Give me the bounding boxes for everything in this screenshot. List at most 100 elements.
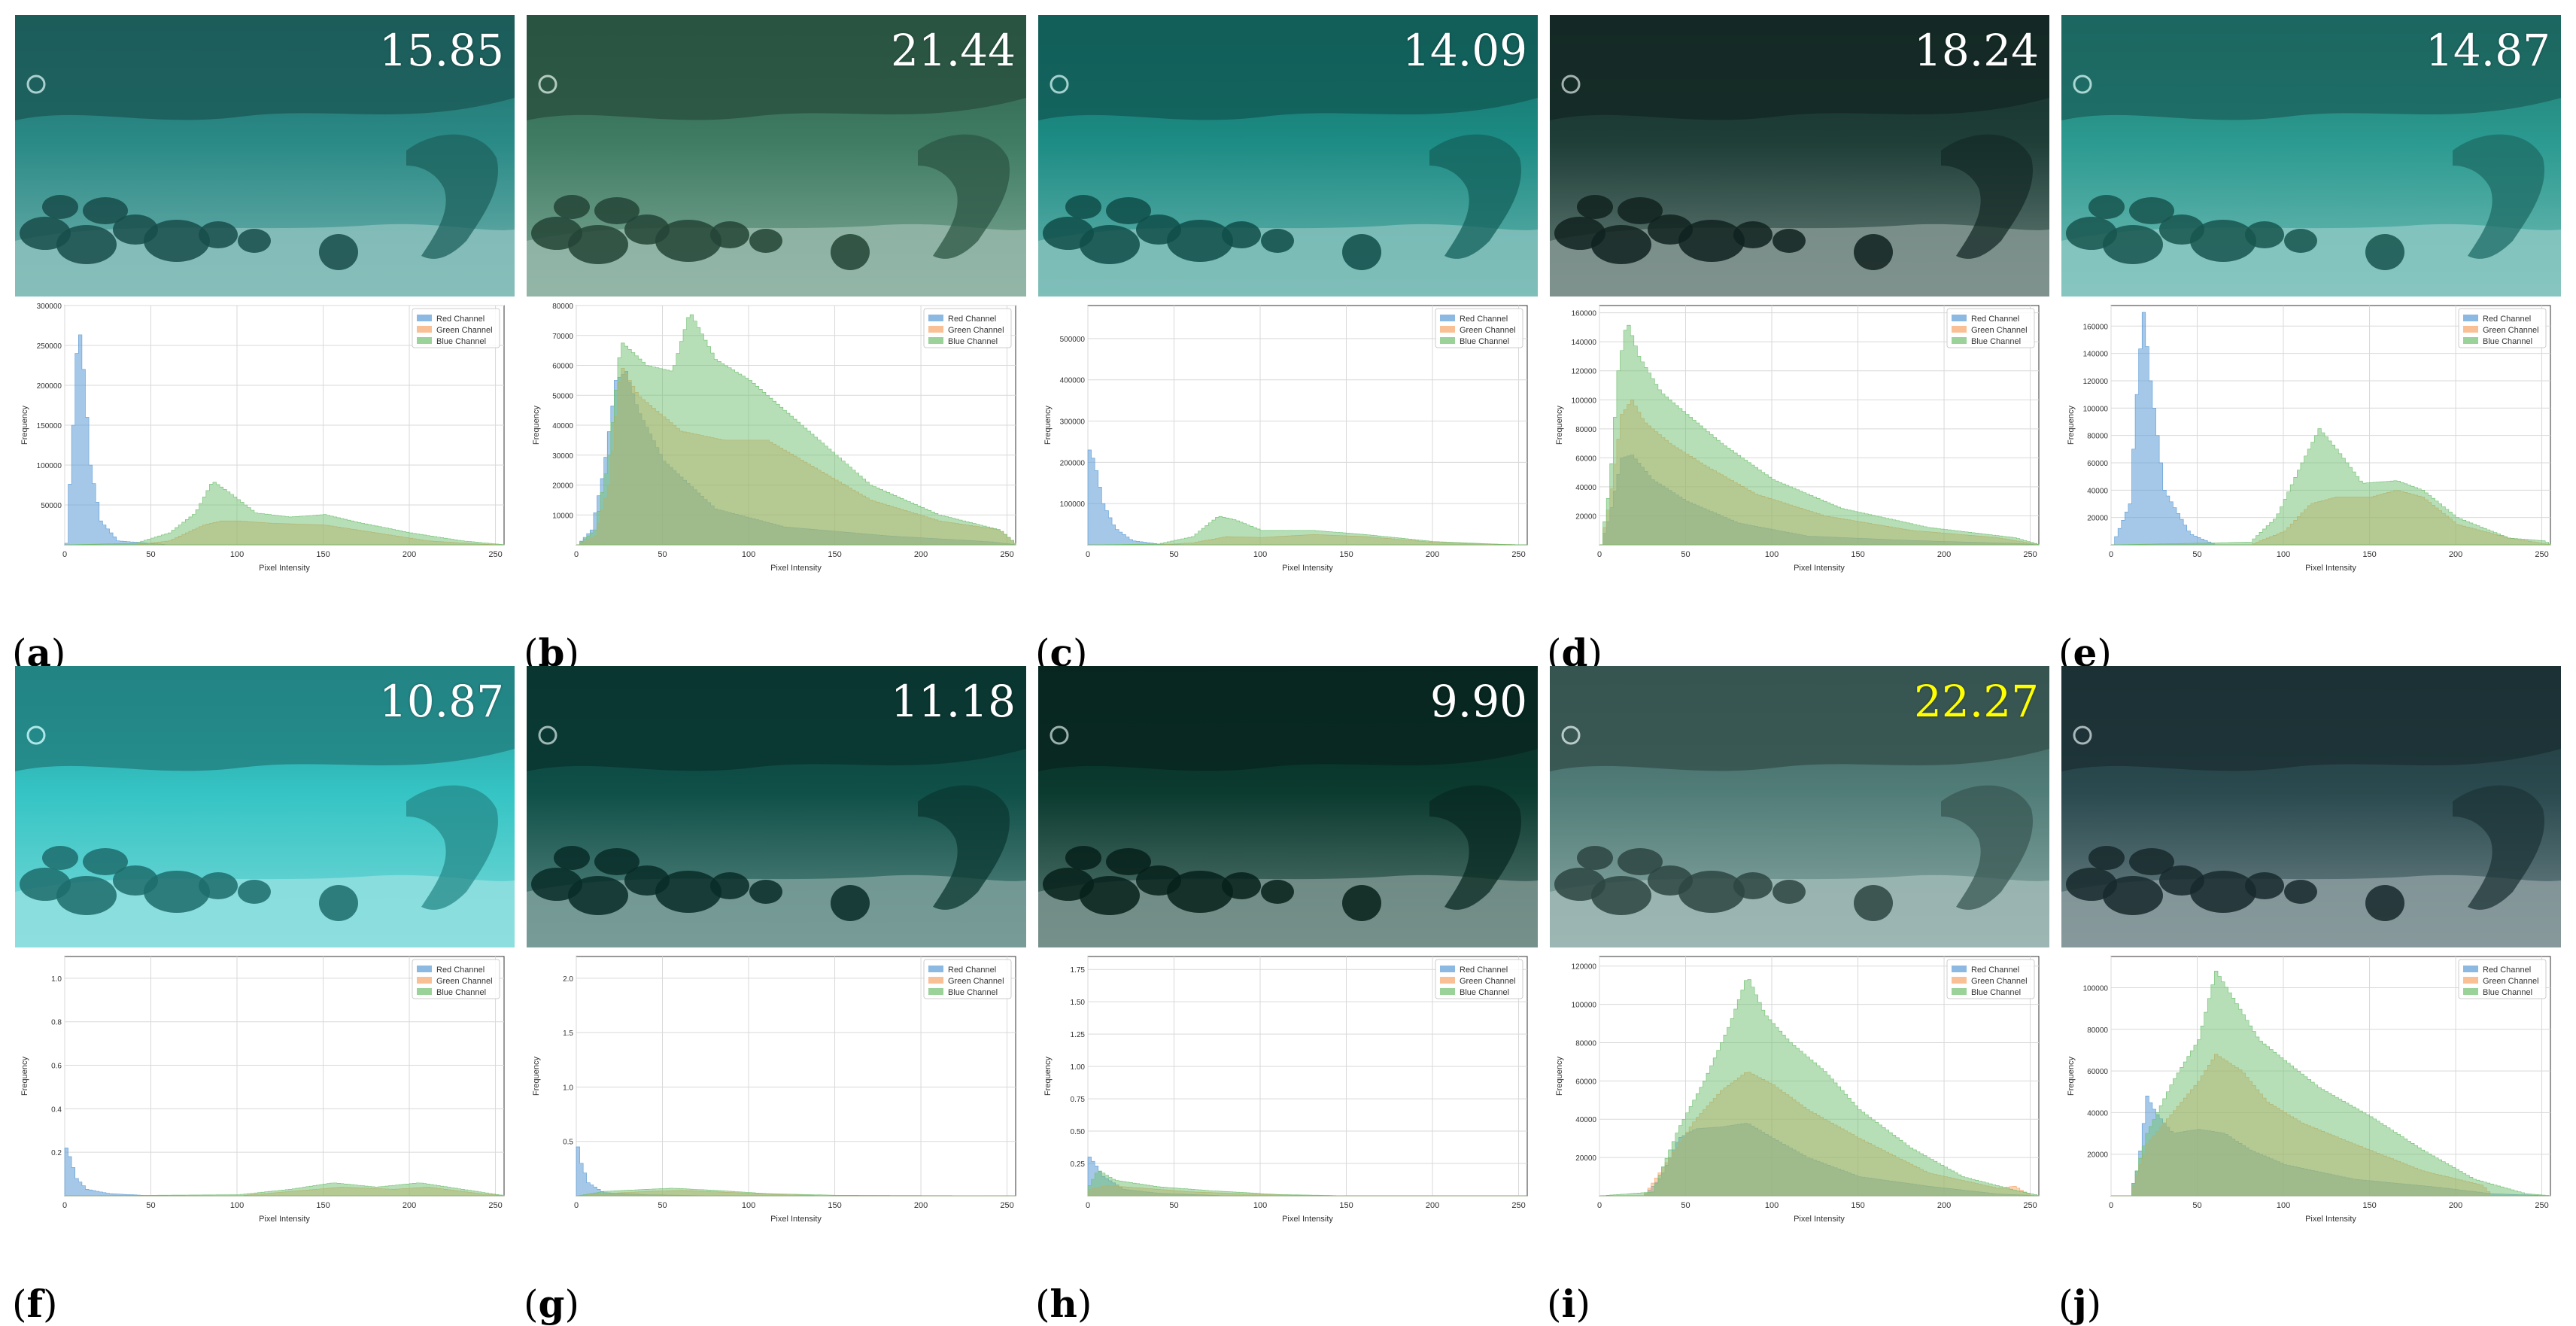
rock — [1773, 229, 1806, 253]
rock-ceiling — [1550, 15, 2049, 120]
y-tick-label: 60000 — [1575, 455, 1596, 463]
legend-label: Green Channel — [948, 977, 1004, 986]
x-tick-label: 0 — [574, 1201, 579, 1210]
y-tick-label: 0.75 — [1071, 1096, 1086, 1104]
y-tick-label: 120000 — [2083, 378, 2109, 386]
y-tick-label: 1.75 — [1071, 966, 1086, 975]
histogram-chart: 0 50 100 150 200 250 100000 200000 300000 400000 5… — [1038, 297, 1538, 592]
legend-swatch — [417, 988, 432, 995]
rock — [1261, 229, 1294, 253]
x-tick-label: 200 — [2449, 550, 2462, 559]
x-tick-label: 100 — [1253, 550, 1267, 559]
rock — [594, 197, 639, 224]
legend-label: Blue Channel — [2483, 988, 2532, 997]
rock — [831, 885, 870, 921]
legend-swatch — [2463, 337, 2478, 344]
rock-ceiling — [1038, 666, 1538, 771]
y-tick-label: 0.6 — [51, 1063, 62, 1071]
rock — [568, 876, 628, 915]
y-tick-label: 2.0 — [563, 975, 573, 984]
bubble — [26, 725, 46, 745]
rock-ceiling — [1038, 15, 1538, 120]
y-tick-label: 140000 — [1572, 339, 1597, 347]
rock-ceiling — [15, 666, 515, 771]
histogram-chart: 0 50 100 150 200 250 20000 40000 60000 80000 10000… — [1550, 947, 2049, 1242]
eel-shape — [1429, 785, 1521, 910]
y-tick-label: 500000 — [1060, 336, 1086, 344]
rock-ceiling — [1550, 666, 2049, 771]
y-tick-label: 160000 — [1572, 310, 1597, 318]
x-tick-label: 200 — [914, 1201, 928, 1210]
eel-shape — [406, 134, 498, 259]
underwater-image — [1550, 15, 2049, 297]
underwater-image — [2061, 15, 2561, 297]
rock — [199, 221, 238, 248]
x-tick-label: 0 — [2109, 550, 2113, 559]
x-tick-label: 200 — [1937, 1201, 1951, 1210]
legend-box — [2458, 308, 2547, 348]
y-tick-label: 140000 — [2083, 351, 2109, 359]
y-tick-label: 0.8 — [51, 1019, 62, 1027]
bubble — [538, 725, 557, 745]
legend-box — [923, 959, 1012, 999]
rock — [1342, 234, 1381, 270]
x-tick-label: 250 — [488, 550, 502, 559]
legend-swatch — [1952, 315, 1967, 321]
x-tick-label: 200 — [1937, 550, 1951, 559]
rock — [1261, 880, 1294, 904]
y-tick-label: 80000 — [552, 303, 573, 311]
series-blue-channel — [1599, 324, 2040, 546]
x-tick-label: 150 — [316, 1201, 330, 1210]
panel-caption: (f) — [12, 1282, 58, 1326]
rock — [1222, 221, 1261, 248]
legend-box — [923, 308, 1012, 348]
y-tick-label: 20000 — [1575, 1154, 1596, 1163]
rock — [144, 220, 210, 262]
eel-shape — [1429, 134, 1521, 259]
bubble — [26, 75, 46, 94]
legend-swatch — [2463, 326, 2478, 333]
eel-shape — [2453, 785, 2544, 910]
rock — [1591, 225, 1651, 264]
rock-ceiling — [527, 666, 1026, 771]
rock — [1106, 848, 1151, 875]
y-tick-label: 100000 — [2083, 405, 2109, 413]
legend-label: Red Channel — [1460, 315, 1508, 324]
y-tick-label: 120000 — [1572, 368, 1597, 376]
legend-label: Red Channel — [948, 315, 996, 324]
legend-swatch — [2463, 315, 2478, 321]
y-tick-label: 40000 — [2087, 1109, 2108, 1118]
y-tick-label: 100000 — [2083, 984, 2109, 993]
bubble — [1561, 75, 1581, 94]
x-tick-label: 100 — [2277, 550, 2290, 559]
rock — [1065, 846, 1101, 870]
y-tick-label: 0.25 — [1071, 1160, 1086, 1169]
legend-swatch — [1440, 988, 1455, 995]
legend-label: Green Channel — [1971, 977, 2028, 986]
x-tick-label: 50 — [1681, 1201, 1690, 1210]
rock — [1733, 221, 1773, 248]
series-blue-channel — [2111, 971, 2551, 1197]
score-label: 11.18 — [890, 676, 1016, 727]
histogram-chart: 0 50 100 150 200 250 0.25 0.50 0.75 1.00 1.25 1.50 1… — [1038, 947, 1538, 1242]
rock — [2190, 220, 2256, 262]
x-tick-label: 50 — [2192, 550, 2201, 559]
rock — [2103, 225, 2163, 264]
series-blue-channel — [1087, 1170, 1527, 1197]
y-tick-label: 120000 — [1572, 963, 1597, 972]
rock — [83, 197, 128, 224]
x-tick-label: 150 — [2362, 550, 2376, 559]
x-tick-label: 250 — [1511, 550, 1525, 559]
legend-swatch — [1440, 337, 1455, 344]
x-tick-label: 150 — [1339, 1201, 1353, 1210]
legend-box — [1435, 308, 1523, 348]
rock — [319, 234, 358, 270]
bubble — [1050, 725, 1069, 745]
bubble — [538, 75, 557, 94]
x-tick-label: 150 — [2362, 1201, 2376, 1210]
x-tick-label: 0 — [2109, 1201, 2113, 1210]
histogram-chart: 0 50 100 150 200 250 10000 20000 30000 40000 50000… — [527, 297, 1026, 592]
x-axis-label: Pixel Intensity — [770, 1215, 822, 1224]
y-tick-label: 40000 — [552, 422, 573, 430]
rock — [319, 885, 358, 921]
